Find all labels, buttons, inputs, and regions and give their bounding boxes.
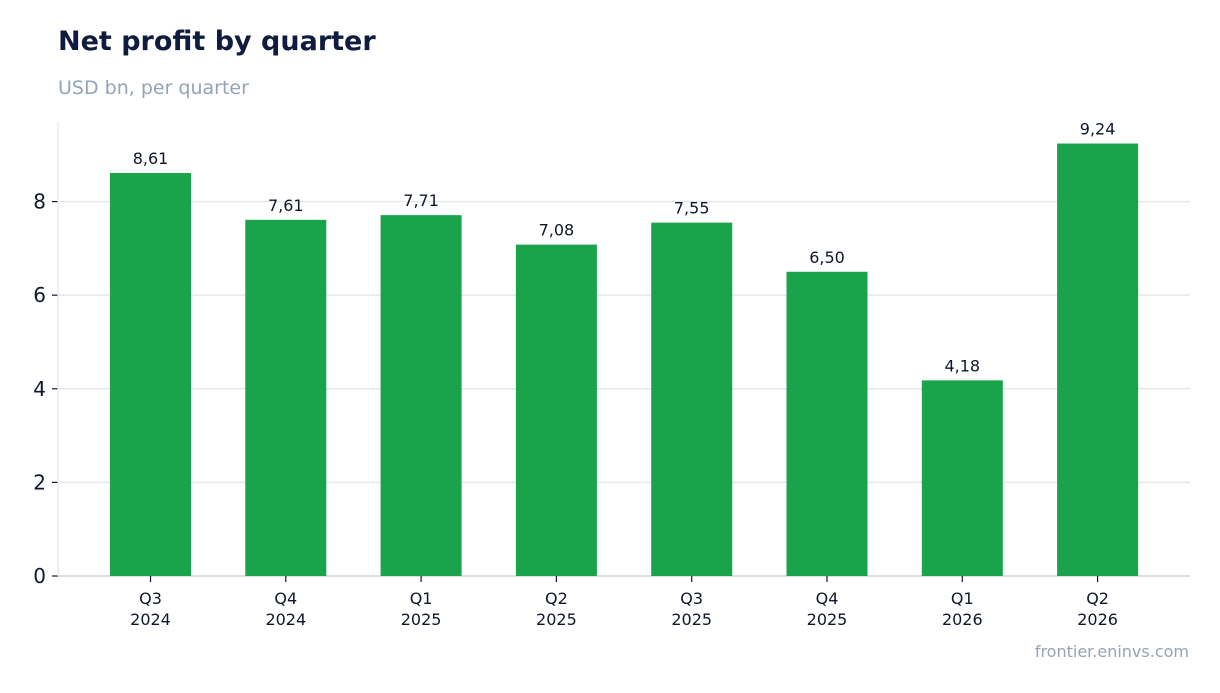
data-label: 9,24: [1080, 120, 1116, 139]
x-tick-label: Q1 2026: [942, 589, 983, 629]
data-label: 6,50: [809, 248, 845, 267]
data-label: 7,61: [268, 196, 304, 215]
chart-title: Net profit by quarter: [58, 26, 376, 57]
x-tick-label-line: 2024: [265, 610, 306, 629]
bar: [921, 380, 1003, 576]
bar: [1057, 143, 1139, 576]
x-tick-label: Q2 2026: [1077, 589, 1118, 629]
y-tick-label: 4: [33, 377, 46, 401]
bar: [380, 215, 462, 577]
y-tick-label: 0: [33, 564, 46, 588]
x-tick-label: Q4 2024: [265, 589, 306, 629]
bar: [515, 244, 597, 576]
y-tick-label: 8: [33, 190, 46, 214]
axes: 0 2 4 6 8: [33, 122, 1190, 588]
bar: [651, 222, 733, 577]
data-label: 4,18: [944, 356, 980, 375]
x-tick-label-line: 2025: [807, 610, 848, 629]
x-tick-label-line: 2026: [1077, 610, 1118, 629]
labels: 8,61 Q3 2024 7,61 Q4 2024 7,71 Q1 2025 7,08 Q2 2025…: [130, 120, 1118, 629]
data-label: 7,55: [674, 199, 710, 218]
x-tick-label-line: Q3: [680, 589, 703, 608]
x-tick-label-line: Q1: [951, 589, 974, 608]
chart-subtitle: USD bn, per quarter: [58, 77, 249, 99]
x-tick-label-line: Q4: [274, 589, 297, 608]
bars: [110, 143, 1139, 577]
x-tick-label-line: Q1: [410, 589, 433, 608]
x-tick-label-line: 2025: [671, 610, 712, 629]
x-tick-label-line: Q2: [1086, 589, 1109, 608]
source-label: frontier.eninvs.com: [1034, 642, 1189, 661]
x-tick-label: Q1 2025: [401, 589, 442, 629]
x-tick-label-line: Q3: [139, 589, 162, 608]
x-tick-label: Q4 2025: [807, 589, 848, 629]
y-tick-label: 2: [33, 470, 46, 494]
x-tick-label-line: 2025: [536, 610, 577, 629]
x-tick-label-line: Q4: [816, 589, 839, 608]
data-label: 8,61: [133, 149, 169, 168]
bar: [245, 219, 327, 576]
gridlines: [58, 200, 1190, 484]
x-tick-label: Q2 2025: [536, 589, 577, 629]
x-tick-label-line: 2025: [401, 610, 442, 629]
x-tick-label-line: 2024: [130, 610, 171, 629]
x-tick-label: Q3 2024: [130, 589, 171, 629]
y-tick-label: 6: [33, 283, 46, 307]
x-tick-label-line: 2026: [942, 610, 983, 629]
x-tick-label-line: Q2: [545, 589, 568, 608]
bar: [110, 173, 191, 577]
x-tick-label: Q3 2025: [671, 589, 712, 629]
data-label: 7,08: [539, 221, 575, 240]
data-label: 7,71: [403, 191, 439, 210]
bar: [786, 271, 868, 576]
